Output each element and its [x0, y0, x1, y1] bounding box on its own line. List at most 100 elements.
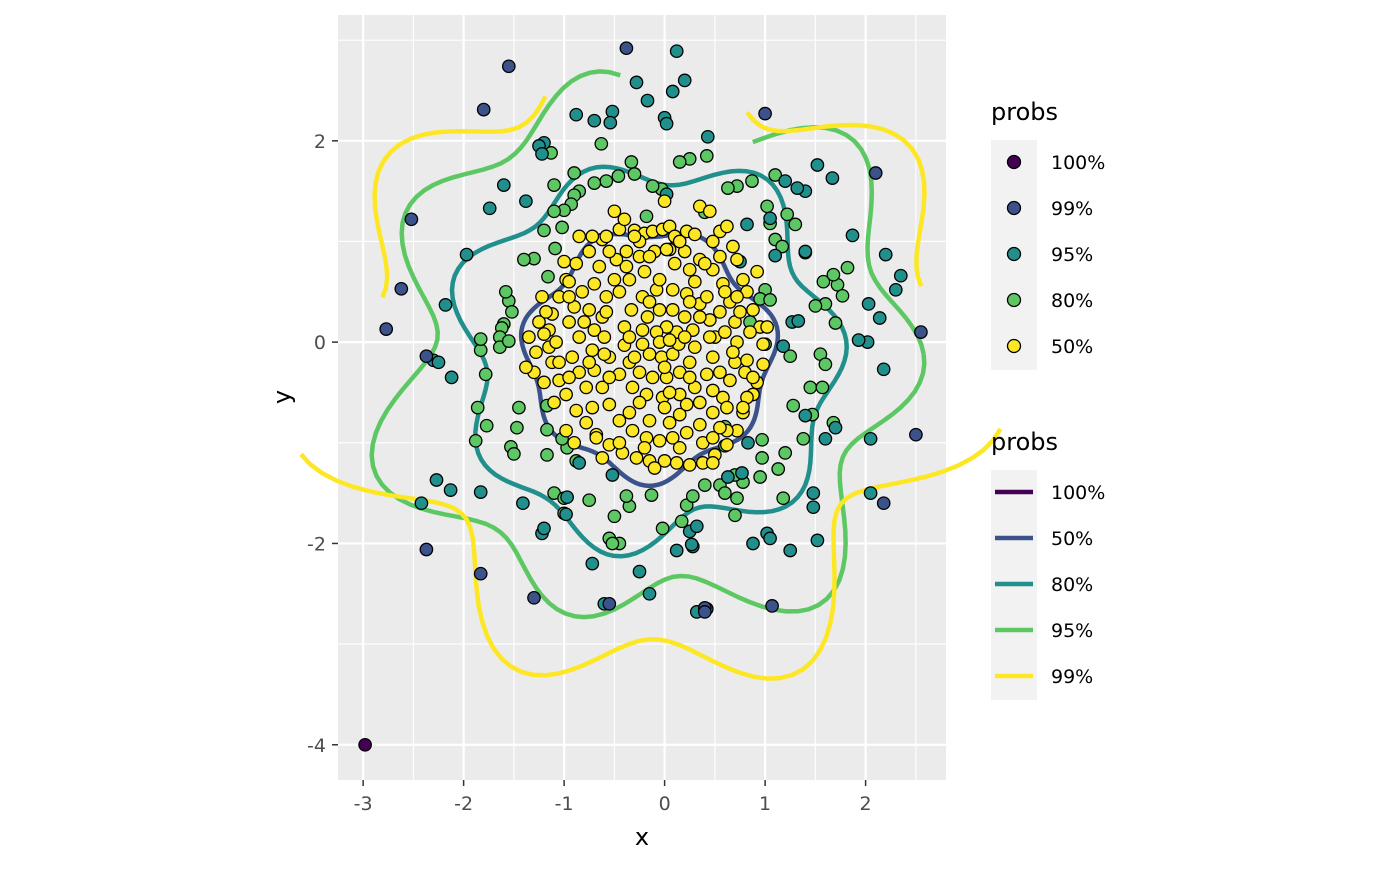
- scatter-point: [587, 113, 602, 128]
- scatter-point: [662, 415, 677, 430]
- scatter-point: [572, 229, 587, 244]
- scatter-point: [828, 420, 843, 435]
- legend-lines: probs 100% 50% 80% 95% 99%: [991, 428, 1105, 700]
- scatter-point: [806, 500, 821, 515]
- scatter-point: [473, 485, 488, 499]
- scatter-point: [909, 427, 923, 442]
- scatter-point: [810, 533, 825, 548]
- scatter-point: [652, 303, 667, 317]
- scatter-point: [657, 360, 672, 375]
- scatter-point: [730, 289, 744, 304]
- scatter-point: [826, 267, 841, 282]
- y-tick-label: 2: [314, 131, 326, 153]
- scatter-point: [657, 454, 672, 468]
- scatter-point: [682, 295, 697, 309]
- scatter-point: [429, 473, 444, 487]
- scatter-point: [569, 403, 584, 418]
- scatter-point: [519, 360, 533, 375]
- scatter-point: [438, 298, 453, 312]
- scatter-point: [627, 229, 642, 244]
- scatter-point: [569, 256, 584, 271]
- scatter-point: [705, 350, 720, 365]
- scatter-point: [579, 380, 594, 395]
- scatter-point: [605, 104, 620, 119]
- scatter-point: [519, 194, 533, 209]
- scatter-point: [624, 303, 639, 317]
- scatter-point: [863, 431, 878, 446]
- scatter-point: [611, 169, 626, 183]
- scatter-point: [652, 433, 667, 448]
- scatter-point: [723, 373, 737, 388]
- scatter-point: [818, 357, 833, 372]
- scatter-point: [705, 383, 720, 398]
- scatter-point: [718, 486, 732, 500]
- scatter-point: [682, 262, 697, 277]
- scatter-point: [642, 249, 657, 264]
- scatter-point: [713, 249, 727, 264]
- scatter-point: [540, 422, 554, 437]
- scatter-point: [537, 375, 551, 390]
- scatter-point: [798, 244, 813, 259]
- scatter-point: [559, 387, 573, 402]
- scatter-point: [914, 325, 928, 339]
- scatter-point: [697, 605, 712, 619]
- scatter-point: [756, 337, 770, 352]
- scatter-point: [547, 204, 561, 219]
- scatter-point: [720, 400, 734, 415]
- scatter-point: [835, 288, 850, 303]
- scatter-point: [358, 737, 372, 752]
- scatter-point: [443, 483, 458, 497]
- scatter-point: [501, 334, 516, 348]
- scatter-point: [624, 155, 639, 169]
- scatter-point: [893, 268, 908, 283]
- scatter-point: [776, 491, 791, 506]
- scatter-point: [468, 433, 483, 448]
- scatter-point: [718, 325, 732, 339]
- scatter-point: [637, 264, 652, 279]
- scatter-point: [602, 596, 617, 611]
- scatter-point: [625, 380, 640, 395]
- scatter-point: [507, 447, 521, 461]
- scatter-point: [741, 435, 755, 450]
- scatter-point: [705, 234, 720, 249]
- scatter-point: [585, 556, 600, 571]
- scatter-point: [582, 493, 597, 508]
- scatter-point: [645, 370, 660, 385]
- scatter-point: [659, 242, 674, 257]
- contour-line: [745, 110, 927, 288]
- scatter-point: [527, 590, 541, 605]
- scatter-point: [498, 284, 513, 299]
- scatter-point: [878, 247, 893, 262]
- scatter-point: [692, 417, 707, 432]
- legend-line-label: 100%: [1051, 482, 1105, 504]
- scatter-point: [560, 490, 574, 505]
- scatter-point: [562, 315, 576, 329]
- scatter-point: [721, 181, 735, 195]
- scatter-point: [603, 115, 618, 130]
- scatter-point: [594, 136, 609, 151]
- legend-point-label: 95%: [1051, 244, 1093, 266]
- scatter-point: [612, 284, 627, 299]
- scatter-point: [810, 158, 825, 172]
- scatter-point: [713, 365, 727, 380]
- scatter-point: [672, 440, 687, 455]
- scatter-point: [599, 289, 614, 304]
- scatter-point: [721, 470, 735, 484]
- scatter-point: [562, 370, 576, 385]
- scatter-point: [692, 310, 707, 324]
- scatter-point: [888, 282, 903, 297]
- scatter-point: [746, 370, 760, 385]
- scatter-point: [622, 272, 637, 287]
- contour-line: [372, 95, 548, 299]
- legend-line-label: 50%: [1051, 528, 1093, 550]
- x-axis-title: x: [635, 823, 649, 851]
- scatter-point: [763, 531, 777, 546]
- y-axis-title: y: [268, 390, 296, 404]
- scatter-point: [612, 435, 627, 450]
- scatter-point: [682, 355, 697, 370]
- scatter-point: [419, 349, 434, 364]
- scatter-point: [825, 171, 840, 185]
- scatter-point: [662, 385, 677, 400]
- scatter-point: [876, 496, 891, 511]
